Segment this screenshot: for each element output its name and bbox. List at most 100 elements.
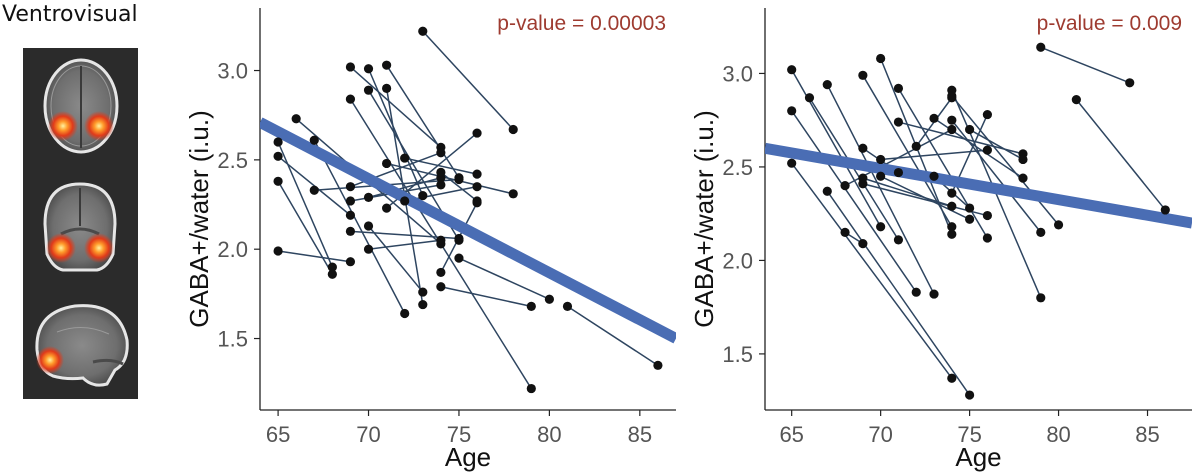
- data-point: [400, 308, 410, 319]
- x-tick-label: 85: [628, 422, 652, 447]
- data-point: [273, 137, 283, 147]
- data-point: [947, 229, 957, 239]
- data-point: [1071, 95, 1081, 105]
- data-point: [876, 171, 886, 181]
- p-value-annotation: p-value = 0.00003: [497, 12, 666, 35]
- pair-line: [277, 250, 351, 263]
- axial-brain-view: [43, 58, 119, 154]
- x-tick-label: 70: [356, 422, 380, 447]
- data-point: [345, 182, 356, 192]
- data-point: [965, 214, 975, 224]
- data-point: [436, 148, 446, 158]
- data-point: [893, 235, 904, 245]
- data-point: [454, 174, 464, 185]
- data-point: [472, 128, 482, 138]
- data-point: [327, 262, 337, 272]
- data-point: [947, 373, 957, 383]
- data-point: [345, 94, 356, 104]
- data-point: [911, 287, 921, 297]
- data-point: [436, 235, 446, 245]
- data-point: [858, 238, 868, 249]
- data-point: [1036, 227, 1046, 237]
- data-point: [508, 189, 518, 199]
- y-tick-label: 2.5: [722, 155, 753, 180]
- data-point: [947, 124, 957, 135]
- pair-line: [791, 110, 917, 293]
- pair-line: [826, 84, 935, 295]
- pair-line: [368, 239, 441, 250]
- pair-line: [422, 30, 514, 131]
- data-point: [947, 222, 957, 232]
- region-title: Ventrovisual: [2, 2, 138, 27]
- data-point: [893, 83, 904, 93]
- pair-line: [440, 171, 478, 202]
- data-point: [382, 83, 392, 93]
- data-point: [876, 154, 886, 165]
- data-point: [787, 65, 797, 75]
- pair-lines: [277, 30, 659, 389]
- data-point: [822, 186, 832, 196]
- data-point: [982, 145, 992, 155]
- data-point: [363, 192, 374, 202]
- data-point: [965, 124, 975, 135]
- data-point: [508, 124, 518, 135]
- x-tick-label: 65: [266, 422, 290, 447]
- data-point: [840, 181, 850, 191]
- pair-line: [368, 177, 442, 199]
- data-point: [436, 167, 446, 177]
- data-point: [893, 117, 904, 127]
- pair-line: [404, 157, 478, 175]
- data-point: [382, 60, 392, 70]
- sagittal-brain-view: [35, 304, 129, 387]
- data-points: [787, 42, 1170, 400]
- pair-lines: [791, 46, 1166, 396]
- y-tick-label: 1.5: [217, 327, 248, 352]
- regression-line: [260, 117, 676, 344]
- pair-line: [313, 139, 406, 314]
- data-point: [804, 93, 815, 103]
- data-point: [965, 390, 975, 400]
- chart-1: 65 70 75 80 85 1.5 2.0 2.5 3.0 Age GABA+/water (i.…: [184, 8, 676, 472]
- data-point: [947, 201, 957, 211]
- data-point: [822, 80, 832, 90]
- data-point: [947, 91, 957, 101]
- pair-line: [951, 119, 1042, 233]
- y-axis-label: GABA+/water (i.u.): [184, 110, 214, 327]
- data-point: [526, 383, 536, 394]
- data-point: [544, 294, 554, 304]
- data-point: [472, 182, 482, 192]
- y-tick-label: 3.0: [722, 61, 753, 86]
- data-point: [363, 64, 374, 74]
- data-point: [345, 196, 356, 206]
- x-tick-label: 75: [957, 422, 981, 447]
- data-point: [382, 203, 392, 213]
- data-point: [345, 62, 356, 72]
- data-point: [787, 106, 797, 116]
- y-tick-label: 3.0: [217, 59, 248, 84]
- data-point: [1053, 220, 1064, 230]
- pair-line: [385, 64, 460, 179]
- pair-line: [1040, 46, 1131, 84]
- pair-line: [567, 305, 659, 366]
- data-point: [965, 203, 975, 213]
- data-points: [273, 26, 663, 394]
- data-point: [418, 26, 428, 36]
- data-point: [418, 191, 428, 201]
- data-point: [858, 143, 868, 153]
- pair-line: [897, 88, 989, 239]
- data-point: [982, 210, 992, 221]
- x-tick-label: 65: [779, 422, 803, 447]
- data-point: [840, 227, 850, 237]
- x-tick-label: 85: [1135, 422, 1159, 447]
- chart-2: 65 70 75 80 85 1.5 2.0 2.5 3.0 Age GABA+/water (i.…: [689, 8, 1192, 472]
- data-point: [327, 269, 337, 279]
- data-point: [911, 141, 921, 151]
- y-tick-label: 2.0: [722, 248, 753, 273]
- data-point: [947, 188, 957, 198]
- pair-line: [791, 162, 953, 379]
- data-point: [363, 244, 374, 254]
- data-point: [454, 253, 464, 263]
- data-point: [982, 233, 992, 243]
- data-point: [929, 289, 939, 299]
- data-point: [309, 185, 319, 195]
